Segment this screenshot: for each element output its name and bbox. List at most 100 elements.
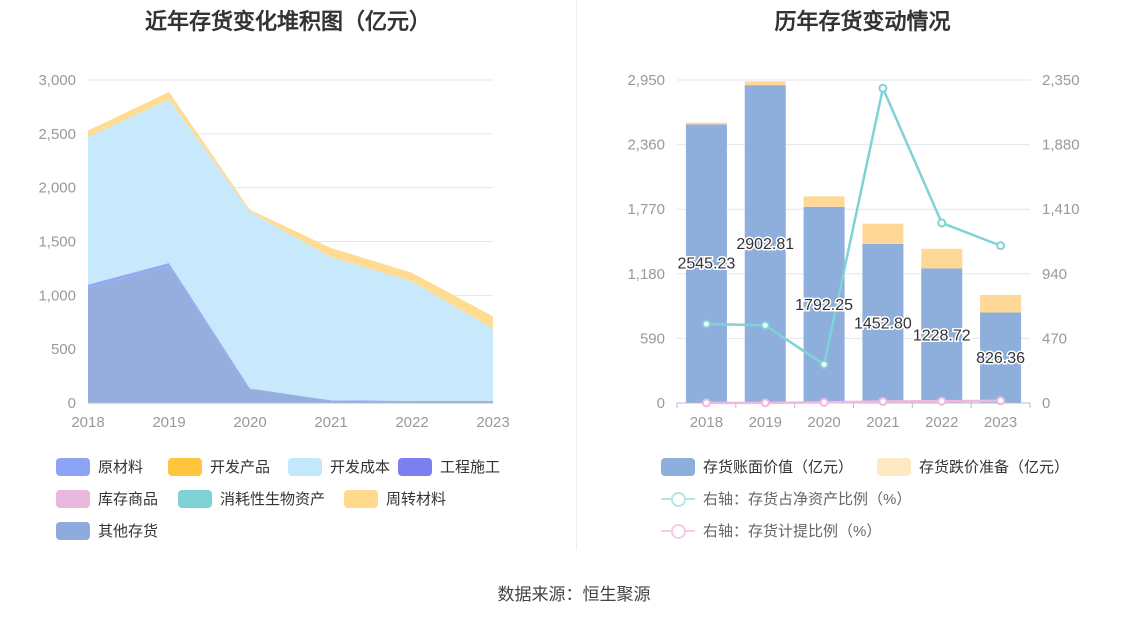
left-chart-panel: 近年存货变化堆积图（亿元） 0 500 1,000 1,500 2,000 2,500 3,…: [0, 0, 576, 550]
y-right-tick-label: 0: [1042, 395, 1050, 412]
legend-item[interactable]: 库存商品: [56, 488, 158, 509]
legend-label: 右轴：存货占净资产比例（%）: [703, 491, 912, 508]
legend-swatch: [661, 490, 695, 508]
legend-item[interactable]: 存货跌价准备（亿元）: [877, 456, 1069, 477]
line-point: [760, 398, 770, 408]
bar-provision: [921, 248, 963, 269]
legend-item[interactable]: 周转材料: [344, 488, 446, 509]
bar-book-value: [921, 268, 963, 403]
y-left-tick-label: 2,360: [627, 137, 665, 154]
x-tick-label: 2023: [984, 414, 1017, 431]
legend-swatch: [56, 457, 90, 476]
data-source: 数据来源：恒生聚源: [497, 585, 651, 604]
bar-book-value: [862, 243, 904, 403]
bar-data-label: 1452.80: [854, 315, 912, 332]
line-point: [760, 320, 770, 330]
area-其他存货: [88, 266, 493, 403]
line-point: [819, 360, 829, 370]
stacked-area-chart: 0 500 1,000 1,500 2,000 2,500 3,000 2018 2019 202…: [38, 72, 509, 431]
legend-item[interactable]: 右轴：存货占净资产比例（%）: [661, 488, 911, 509]
legend-label: 存货账面价值（亿元）: [703, 459, 854, 476]
x-tick-label: 2018: [690, 414, 723, 431]
right-chart-panel: 历年存货变动情况 0 590 1,180 1,770 2,360 2,950 0 470 940…: [577, 0, 1148, 550]
x-tick-label: 2022: [395, 414, 428, 431]
bar-book-value: [980, 312, 1022, 403]
x-tick-label: 2019: [749, 414, 782, 431]
panel-divider: [576, 0, 577, 550]
legend-item[interactable]: 工程施工: [398, 456, 500, 477]
y-right-tick-label: 940: [1042, 266, 1067, 283]
line-point: [878, 83, 888, 93]
legend-label: 消耗性生物资产: [220, 491, 326, 508]
stacked-bar-line-chart: 0 590 1,180 1,770 2,360 2,950 0 470 940 1,410 1,88…: [627, 72, 1080, 431]
y-tick-label: 2,000: [38, 180, 76, 197]
legend-item[interactable]: 右轴：存货计提比例（%）: [661, 520, 881, 541]
legend-label: 右轴：存货计提比例（%）: [703, 523, 882, 540]
y-left-tick-label: 1,770: [627, 201, 665, 218]
legend-label: 周转材料: [386, 491, 447, 508]
bar-provision: [862, 223, 904, 244]
line-ratio-net-assets: [706, 84, 1002, 367]
bar-book-value: [685, 124, 727, 404]
y-tick-label: 2,500: [38, 126, 76, 143]
x-tick-label: 2020: [233, 414, 266, 431]
legend-swatch: [344, 489, 378, 508]
legend-label: 库存商品: [98, 491, 159, 508]
legend-label: 工程施工: [440, 459, 501, 476]
area-原材料: [88, 263, 493, 402]
y-left-tick-label: 590: [640, 330, 665, 347]
legend-label: 存货跌价准备（亿元）: [919, 459, 1070, 476]
line-point: [996, 241, 1006, 251]
x-tick-label: 2020: [807, 414, 840, 431]
legend-item[interactable]: 消耗性生物资产: [178, 488, 325, 509]
legend-swatch: [877, 457, 911, 476]
x-tick-label: 2021: [866, 414, 899, 431]
y-tick-label: 3,000: [38, 72, 76, 89]
bar-provision: [744, 81, 786, 86]
area-周转材料: [88, 91, 493, 329]
line-provision-ratio: [706, 399, 1001, 405]
bar-book-value: [744, 85, 786, 404]
legend-swatch: [56, 489, 90, 508]
line-point: [996, 396, 1006, 406]
legend-swatch: [56, 521, 90, 540]
bar-data-label: 1228.72: [913, 328, 971, 345]
y-tick-label: 0: [68, 395, 76, 412]
y-tick-label: 1,000: [38, 287, 76, 304]
bar-data-label: 2902.81: [736, 236, 794, 253]
x-tick-label: 2022: [925, 414, 958, 431]
area-开发成本: [88, 99, 493, 401]
legend-swatch: [288, 457, 322, 476]
bar-data-label: 1792.25: [795, 297, 853, 314]
legend-swatch: [661, 457, 695, 476]
y-tick-label: 1,500: [38, 234, 76, 251]
y-left-tick-label: 2,950: [627, 72, 665, 89]
legend-swatch: [398, 457, 432, 476]
line-point: [819, 397, 829, 407]
y-right-tick-label: 1,410: [1042, 201, 1080, 218]
line-point: [937, 396, 947, 406]
legend-item[interactable]: 开发产品: [168, 456, 270, 477]
x-tick-label: 2018: [71, 414, 104, 431]
line-point: [701, 319, 711, 329]
line-point: [878, 396, 888, 406]
y-left-tick-label: 1,180: [627, 266, 665, 283]
legend-label: 开发成本: [330, 459, 391, 476]
legend-swatch: [661, 522, 695, 540]
legend-item[interactable]: 其他存货: [56, 520, 158, 541]
x-tick-label: 2021: [314, 414, 347, 431]
bar-provision: [803, 196, 845, 207]
legend-label: 开发产品: [210, 459, 271, 476]
legend-item[interactable]: 开发成本: [288, 456, 390, 477]
legend-item[interactable]: 存货账面价值（亿元）: [661, 456, 853, 477]
y-right-tick-label: 2,350: [1042, 72, 1080, 89]
legend-item[interactable]: 原材料: [56, 456, 143, 477]
line-point: [937, 218, 947, 228]
bar-data-label: 2545.23: [677, 256, 735, 273]
y-right-tick-label: 1,880: [1042, 137, 1080, 154]
y-left-tick-label: 0: [657, 395, 665, 412]
legend-swatch: [168, 457, 202, 476]
legend-swatch: [178, 489, 212, 508]
right-chart-title: 历年存货变动情况: [774, 9, 951, 34]
y-tick-label: 500: [51, 341, 76, 358]
